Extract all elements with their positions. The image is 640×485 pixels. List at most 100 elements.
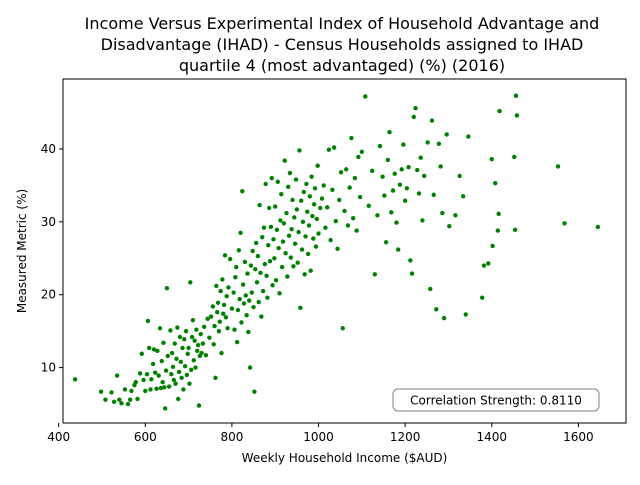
- data-point: [266, 205, 272, 211]
- data-point: [328, 237, 333, 243]
- data-point: [418, 155, 423, 160]
- x-tick-label: 800: [220, 430, 243, 444]
- data-point: [149, 377, 154, 382]
- data-point: [308, 268, 313, 273]
- data-point: [156, 373, 161, 378]
- data-point: [282, 158, 287, 163]
- data-point: [139, 351, 145, 356]
- data-point: [236, 248, 242, 253]
- data-point: [312, 186, 318, 191]
- data-point: [404, 186, 410, 191]
- data-point: [352, 175, 358, 181]
- data-point: [298, 198, 304, 203]
- data-point: [434, 307, 439, 312]
- data-point: [279, 191, 284, 197]
- data-point: [356, 154, 361, 160]
- data-point: [159, 358, 164, 364]
- data-point: [216, 328, 222, 334]
- data-point: [375, 213, 380, 218]
- data-point: [191, 358, 196, 363]
- data-point: [190, 318, 196, 323]
- data-point: [311, 236, 316, 241]
- data-point: [163, 406, 168, 411]
- data-point: [273, 204, 278, 209]
- data-point: [122, 387, 128, 392]
- data-point: [453, 213, 458, 218]
- data-point: [399, 167, 404, 172]
- data-point: [199, 350, 204, 356]
- data-point: [247, 298, 252, 303]
- data-point: [249, 290, 255, 295]
- data-point: [463, 312, 468, 317]
- data-point: [440, 210, 445, 216]
- data-point: [292, 215, 297, 220]
- chart-title: Income Versus Experimental Index of Hous…: [85, 14, 600, 75]
- data-point: [129, 388, 134, 394]
- data-point: [315, 163, 320, 168]
- data-point: [303, 234, 308, 239]
- data-point: [143, 388, 148, 394]
- data-point: [496, 211, 501, 217]
- data-point: [262, 261, 268, 267]
- data-point: [181, 387, 186, 392]
- data-point: [460, 194, 466, 199]
- data-point: [214, 310, 220, 315]
- data-point: [193, 365, 198, 370]
- data-point: [387, 130, 392, 135]
- data-point: [397, 182, 403, 187]
- data-point: [183, 328, 189, 334]
- data-point: [260, 288, 266, 294]
- data-point: [305, 209, 310, 214]
- data-point: [240, 189, 245, 194]
- data-point: [286, 184, 291, 190]
- data-point: [208, 314, 214, 319]
- data-point: [194, 327, 199, 332]
- data-point: [333, 218, 339, 224]
- data-point: [297, 148, 302, 153]
- data-point: [198, 331, 203, 337]
- data-point: [274, 227, 280, 233]
- data-point: [231, 290, 236, 295]
- data-point: [259, 314, 264, 319]
- data-point: [305, 251, 311, 257]
- data-point: [252, 389, 257, 394]
- data-point: [324, 205, 330, 210]
- data-point: [266, 242, 271, 248]
- data-point: [326, 147, 332, 152]
- data-point: [176, 396, 181, 402]
- data-point: [170, 364, 176, 370]
- data-point: [292, 241, 298, 246]
- data-point: [275, 179, 281, 184]
- data-point: [306, 223, 312, 228]
- data-point: [293, 177, 299, 182]
- data-point: [438, 164, 443, 169]
- y-tick-label: 10: [41, 361, 56, 375]
- data-point: [172, 341, 177, 346]
- data-point: [284, 210, 289, 216]
- data-point: [251, 304, 256, 310]
- data-point: [254, 280, 260, 285]
- data-point: [213, 375, 218, 381]
- data-point: [146, 345, 152, 351]
- data-point: [240, 282, 246, 287]
- data-point: [287, 170, 293, 176]
- data-point: [281, 221, 287, 226]
- data-point: [114, 373, 120, 378]
- data-point: [264, 273, 269, 278]
- data-point: [307, 194, 313, 199]
- data-point: [415, 167, 420, 173]
- x-tick-label: 1400: [476, 430, 507, 444]
- correlation-annotation-box: [392, 388, 600, 412]
- data-point: [490, 243, 495, 249]
- data-point: [160, 379, 165, 385]
- data-point: [182, 363, 188, 369]
- data-point: [269, 175, 274, 181]
- correlation-annotation-text: Correlation Strength: 0.8110: [410, 394, 582, 408]
- data-point: [185, 351, 190, 356]
- data-point: [253, 240, 259, 246]
- y-tick-label: 20: [41, 288, 56, 302]
- x-tick-label: 400: [47, 430, 70, 444]
- data-point: [150, 361, 156, 367]
- data-point: [162, 385, 167, 390]
